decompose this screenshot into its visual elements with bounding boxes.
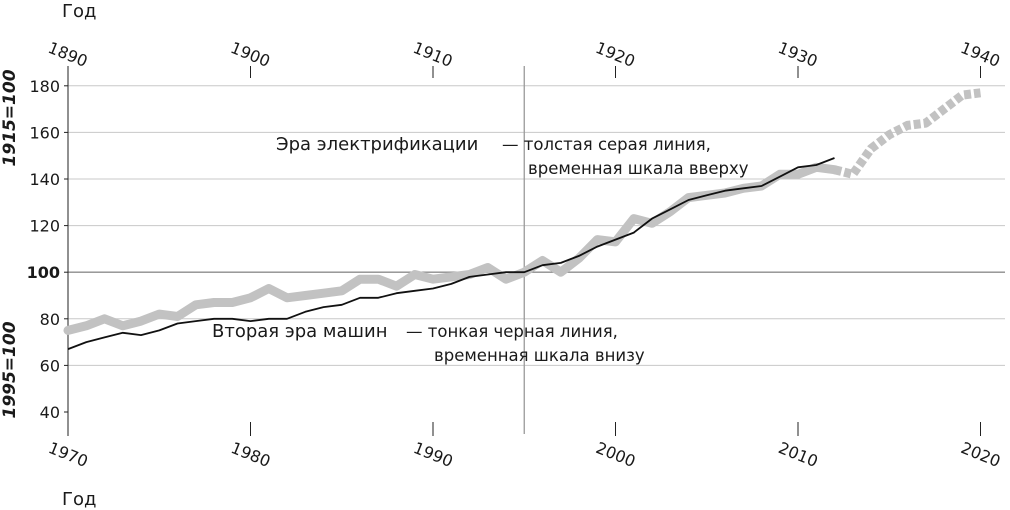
bottom-tick-label-2020: 2020 (958, 438, 1003, 471)
top-tick-label-1910: 1910 (410, 38, 455, 71)
top-tick-label-1900: 1900 (228, 38, 273, 71)
annotation-electrification-head: Эра электрификации (276, 134, 478, 155)
grid-lines (68, 66, 1005, 434)
y-tick-label-60: 60 (40, 356, 60, 375)
bottom-tick-label-1990: 1990 (411, 438, 456, 471)
series-layer (63, 88, 982, 350)
annotation-machine-age-line1: — тонкая черная линия, (406, 322, 618, 341)
annotation-electrification-line2: временная шкала вверху (528, 159, 749, 178)
y-tick-label-100: 100 (27, 263, 60, 282)
annotation-electrification-line1: — толстая серая линия, (502, 135, 711, 154)
top-axis-title: Год (62, 1, 96, 22)
upper-base-label: 1915=100 (0, 69, 20, 166)
series-second-machine-age-line (67, 157, 835, 350)
axes (64, 66, 981, 436)
bottom-tick-label-2000: 2000 (593, 438, 638, 471)
y-tick-label-140: 140 (29, 170, 60, 189)
top-tick-label-1890: 1890 (45, 38, 90, 71)
bottom-tick-label-1980: 1980 (228, 438, 273, 471)
annotation-machine-age-head: Вторая эра машин (212, 321, 387, 342)
y-tick-label-180: 180 (29, 77, 60, 96)
y-tick-label-120: 120 (29, 217, 60, 236)
lower-base-label: 1995=100 (0, 321, 20, 418)
annotation-machine-age-line2: временная шкала внизу (434, 346, 645, 365)
top-tick-label-1920: 1920 (593, 38, 638, 71)
bottom-axis-title: Год (62, 489, 96, 510)
y-tick-label-40: 40 (40, 403, 60, 422)
y-tick-label-160: 160 (29, 123, 60, 142)
series-electrification-dashed-line (833, 88, 982, 179)
bottom-tick-label-1970: 1970 (46, 438, 91, 471)
top-tick-label-1940: 1940 (958, 38, 1003, 71)
bottom-tick-label-2010: 2010 (776, 438, 821, 471)
y-tick-label-80: 80 (40, 310, 60, 329)
top-tick-label-1930: 1930 (775, 38, 820, 71)
